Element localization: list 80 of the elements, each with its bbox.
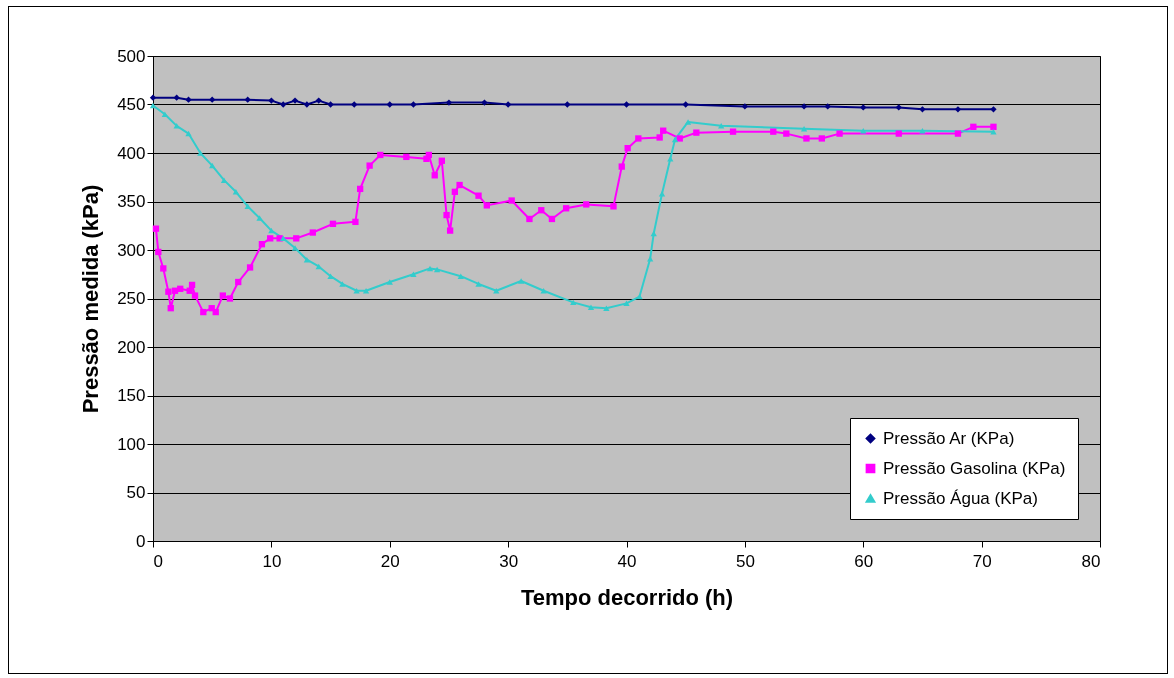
y-tick-label: 300	[117, 240, 146, 260]
y-tick-label: 400	[117, 143, 146, 163]
x-tick-label: 10	[262, 551, 282, 571]
point	[504, 101, 512, 108]
point	[280, 235, 287, 242]
x-tick-label: 40	[617, 551, 637, 571]
x-tick-label: 60	[854, 551, 874, 571]
y-tick-label: 100	[117, 434, 146, 454]
point	[327, 101, 334, 108]
point	[315, 97, 322, 104]
point	[185, 96, 192, 103]
point	[860, 104, 867, 111]
point	[433, 266, 441, 273]
y-tick-label: 450	[117, 95, 146, 114]
point	[603, 305, 610, 311]
point	[291, 97, 299, 104]
point	[667, 156, 674, 162]
point	[410, 101, 417, 108]
point	[718, 123, 725, 129]
point	[426, 265, 434, 272]
point	[220, 177, 228, 183]
y-tick-label: 150	[117, 386, 146, 405]
point	[410, 271, 417, 277]
point	[457, 273, 464, 279]
point	[244, 96, 251, 103]
legend-label: Pressão Gasolina (KPa)	[883, 458, 1066, 478]
point	[209, 96, 216, 103]
point	[173, 94, 180, 101]
y-tick-label: 500	[117, 46, 146, 66]
y-tick-label: 350	[117, 192, 146, 211]
legend-label: Pressão Água (KPa)	[883, 488, 1038, 508]
point	[445, 99, 453, 106]
point	[327, 273, 334, 279]
x-tick-label: 20	[380, 551, 400, 571]
point	[232, 189, 240, 195]
point	[570, 299, 577, 306]
point	[990, 106, 997, 113]
y-tick-label: 200	[117, 337, 146, 357]
point	[587, 304, 595, 310]
point	[671, 136, 679, 143]
y-tick-label: 0	[136, 531, 146, 551]
point	[919, 106, 926, 113]
point	[682, 101, 689, 108]
point	[339, 281, 346, 287]
point	[303, 101, 311, 108]
y-tick-label: 250	[117, 289, 146, 308]
legend-label: Pressão Ar (KPa)	[883, 428, 1015, 448]
point	[351, 101, 358, 108]
point	[149, 94, 157, 101]
x-axis-title: Tempo decorrido (h)	[520, 584, 734, 610]
point	[517, 278, 525, 284]
point	[386, 101, 393, 108]
y-tick-label: 50	[126, 483, 146, 502]
point	[268, 97, 275, 104]
point	[197, 150, 204, 156]
point	[895, 104, 902, 111]
point	[954, 106, 962, 113]
point	[684, 119, 692, 125]
point	[824, 103, 831, 110]
point	[280, 101, 287, 108]
x-tick-label: 0	[153, 551, 163, 571]
point	[244, 203, 251, 210]
point	[256, 215, 263, 221]
point	[386, 279, 393, 285]
point	[173, 123, 180, 129]
point	[161, 111, 168, 117]
point	[741, 103, 749, 110]
point	[209, 162, 216, 169]
x-tick-label: 50	[735, 551, 755, 571]
x-tick-label: 30	[499, 551, 519, 571]
point	[291, 245, 299, 251]
point	[481, 99, 488, 106]
point	[623, 101, 630, 108]
point	[564, 101, 571, 108]
point	[475, 281, 482, 287]
point	[800, 103, 808, 110]
x-tick-label: 70	[972, 551, 992, 571]
point	[623, 300, 630, 307]
y-axis-title: Pressão medida (kPa)	[78, 184, 104, 414]
x-tick-label: 80	[1081, 551, 1101, 571]
